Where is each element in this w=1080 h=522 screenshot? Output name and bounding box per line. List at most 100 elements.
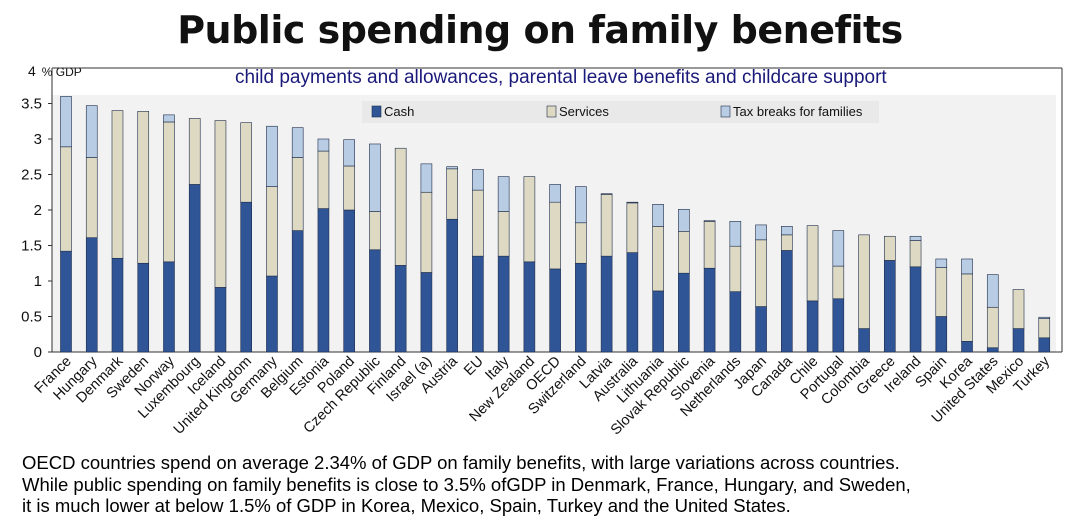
bar-cash	[420, 272, 433, 353]
bar-cash	[626, 252, 639, 353]
bar-services	[214, 120, 227, 288]
bar-tax	[832, 230, 845, 267]
bar-services	[883, 235, 896, 261]
bar-tax	[266, 125, 278, 187]
bar-services	[85, 157, 98, 238]
caption-line-1: OECD countries spend on average 2.34% of…	[22, 452, 900, 473]
bar-services	[729, 245, 742, 292]
bar-tax	[678, 208, 690, 232]
bar-cash	[343, 209, 355, 353]
bar-services	[909, 240, 922, 268]
bar-cash	[266, 275, 278, 353]
bar-cash	[781, 250, 793, 353]
bar-cash	[549, 268, 561, 353]
legend-box	[362, 101, 879, 123]
legend-label-tax: Tax breaks for families	[733, 104, 863, 119]
legend-swatch-services	[546, 105, 557, 118]
legend-swatch-tax	[720, 105, 731, 118]
bar-tax	[317, 138, 330, 152]
bar-services	[858, 234, 870, 329]
bar-cash	[909, 266, 922, 353]
bar-services	[575, 222, 587, 264]
bar-services	[266, 186, 278, 277]
bar-services	[1012, 289, 1025, 329]
bar-services	[600, 194, 613, 257]
bar-services	[961, 273, 973, 342]
bar-cash	[214, 287, 227, 353]
bar-tax	[1038, 316, 1051, 319]
y-tick-label: 3.5	[21, 96, 42, 113]
bar-cash	[291, 230, 304, 353]
legend-swatch-cash	[371, 105, 382, 118]
bar-cash	[729, 291, 742, 353]
bar-tax	[652, 204, 664, 227]
bar-tax	[600, 193, 613, 195]
bar-cash	[1038, 337, 1051, 353]
bar-services	[549, 201, 561, 270]
bar-cash	[472, 255, 484, 353]
bar-tax	[497, 176, 510, 212]
y-tick-top: 4	[28, 63, 36, 79]
bar-services	[394, 147, 407, 266]
bar-cash	[678, 272, 690, 353]
bar-cash	[832, 298, 845, 353]
bar-tax	[575, 186, 587, 224]
bar-services	[446, 168, 458, 220]
bar-cash	[1012, 328, 1025, 353]
bar-services	[523, 176, 536, 263]
bar-cash	[240, 201, 253, 353]
bar-services	[806, 225, 819, 302]
bar-services	[60, 146, 72, 252]
bar-tax	[343, 139, 355, 167]
caption-line-3: it is much lower at below 1.5% of GDP in…	[22, 495, 791, 516]
bar-tax	[909, 235, 922, 241]
bar-services	[188, 118, 201, 185]
bar-cash	[883, 260, 896, 353]
bar-cash	[111, 257, 124, 353]
stacked-bar-chart: 00.511.522.533.5FranceHungaryDenmarkSwed…	[21, 67, 1063, 438]
bar-tax	[781, 226, 793, 236]
bar-tax	[729, 221, 742, 247]
bar-services	[755, 239, 767, 307]
bar-services	[317, 150, 330, 209]
bar-cash	[600, 255, 613, 353]
bar-cash	[935, 316, 948, 353]
bar-tax	[85, 105, 98, 158]
bar-services	[163, 121, 175, 263]
bar-cash	[188, 184, 201, 353]
bar-services	[703, 221, 716, 269]
y-tick-label: 1	[34, 273, 42, 290]
bar-tax	[961, 258, 973, 275]
caption-line-2: While public spending on family benefits…	[22, 473, 911, 495]
bar-cash	[986, 347, 999, 353]
bar-tax	[163, 114, 175, 123]
caption: OECD countries spend on average 2.34% of…	[22, 452, 1072, 517]
bar-cash	[961, 341, 973, 353]
bar-services	[420, 191, 433, 273]
y-tick-label: 2	[34, 202, 42, 219]
bar-services	[111, 110, 124, 259]
legend-label-cash: Cash	[384, 104, 414, 119]
bar-tax	[755, 224, 767, 241]
bar-tax	[472, 169, 484, 191]
bar-services	[369, 211, 381, 251]
bar-cash	[137, 262, 150, 353]
y-tick-label: 1.5	[21, 238, 42, 255]
bar-cash	[755, 306, 767, 353]
bar-tax	[60, 96, 72, 148]
bar-services	[472, 189, 484, 257]
x-tick-label: EU	[461, 354, 487, 380]
bar-tax	[935, 258, 948, 268]
bar-services	[652, 226, 664, 292]
bar-services	[343, 165, 355, 211]
bar-cash	[163, 261, 175, 353]
bar-services	[935, 267, 948, 317]
bar-cash	[60, 250, 72, 353]
bar-services	[626, 202, 639, 253]
bar-services	[291, 157, 304, 231]
bar-cash	[446, 218, 458, 353]
bar-tax	[420, 163, 433, 193]
bar-cash	[652, 290, 664, 353]
bar-services	[678, 231, 690, 274]
bar-cash	[317, 208, 330, 353]
